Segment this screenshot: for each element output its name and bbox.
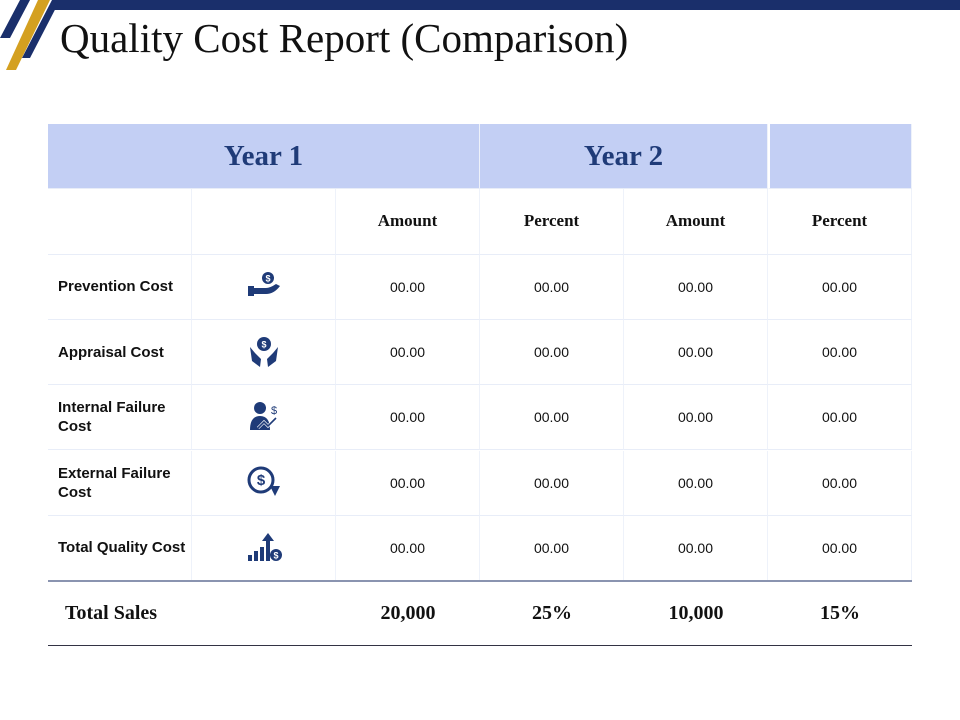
value-cell: 00.00 xyxy=(768,254,912,320)
row-icon: $ xyxy=(247,532,282,561)
row-icon: $ xyxy=(247,271,280,296)
stripe xyxy=(0,0,30,38)
row-icon: $ xyxy=(249,337,278,368)
value-cell: 00.00 xyxy=(336,515,480,582)
row-label: Prevention Cost xyxy=(48,254,192,320)
column-header: Amount xyxy=(624,189,768,255)
value-cell: 00.00 xyxy=(624,385,768,451)
value-cell: 00.00 xyxy=(336,450,480,516)
value-cell: 00.00 xyxy=(768,385,912,451)
svg-text:$: $ xyxy=(273,550,278,560)
value-cell: 00.00 xyxy=(768,450,912,516)
value-cell: 00.00 xyxy=(336,319,480,386)
column-header: Amount xyxy=(336,189,480,255)
value-cell: 00.00 xyxy=(768,319,912,386)
value-cell: 00.00 xyxy=(480,254,624,320)
svg-text:$: $ xyxy=(261,339,266,349)
title: Quality Cost Report (Comparison) xyxy=(60,15,629,61)
total-label: Total Sales xyxy=(48,581,336,647)
value-cell: 00.00 xyxy=(336,254,480,320)
value-cell: 00.00 xyxy=(768,515,912,582)
column-header: Percent xyxy=(768,189,912,255)
value-cell: 00.00 xyxy=(480,319,624,386)
divider xyxy=(48,580,912,583)
row-icon: $ xyxy=(247,466,280,496)
year-header: Year 1 xyxy=(48,124,480,190)
row-label: External Failure Cost xyxy=(48,450,192,516)
total-value: 15% xyxy=(768,581,912,647)
value-cell: 00.00 xyxy=(480,385,624,451)
total-value: 10,000 xyxy=(624,581,768,647)
row-label: Appraisal Cost xyxy=(48,319,192,386)
value-cell: 00.00 xyxy=(624,450,768,516)
svg-text:$: $ xyxy=(265,273,270,283)
value-cell: 00.00 xyxy=(624,515,768,582)
row-label: Total Quality Cost xyxy=(48,515,192,582)
icon-cell: $ xyxy=(192,254,336,320)
row-icon: $ xyxy=(249,402,277,431)
value-cell: 00.00 xyxy=(480,450,624,516)
stripe xyxy=(22,0,60,58)
icon-cell: $ xyxy=(192,319,336,386)
svg-text:$: $ xyxy=(256,472,265,489)
empty-cell xyxy=(48,189,192,255)
svg-text:$: $ xyxy=(270,405,276,417)
value-cell: 00.00 xyxy=(480,515,624,582)
icon-cell: $ xyxy=(192,515,336,582)
value-cell: 00.00 xyxy=(624,254,768,320)
value-cell: 00.00 xyxy=(624,319,768,386)
row-label: Internal Failure Cost xyxy=(48,385,192,451)
total-value: 20,000 xyxy=(336,581,480,647)
top-bar xyxy=(52,0,960,10)
icon-cell: $ xyxy=(192,385,336,451)
year-header: Year 2 xyxy=(480,124,768,190)
value-cell: 00.00 xyxy=(336,385,480,451)
stripe xyxy=(6,0,50,70)
header-empty xyxy=(768,124,912,190)
top-decoration xyxy=(0,0,960,70)
empty-cell xyxy=(192,189,336,255)
icon-cell: $ xyxy=(192,450,336,516)
column-header: Percent xyxy=(480,189,624,255)
total-value: 25% xyxy=(480,581,624,647)
